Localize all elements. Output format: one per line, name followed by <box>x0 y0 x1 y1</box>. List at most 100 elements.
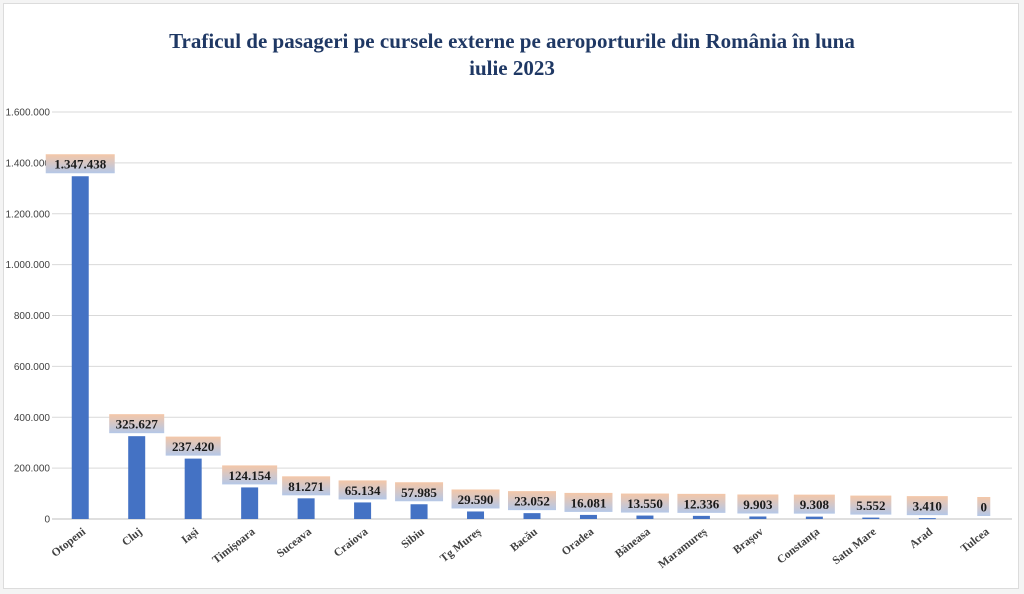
data-label: 23.052 <box>508 491 556 511</box>
bar-0 <box>71 176 89 519</box>
bar-3 <box>241 487 259 519</box>
bar-2 <box>184 458 202 519</box>
bar-10 <box>636 515 654 519</box>
data-label: 325.627 <box>109 414 165 434</box>
data-label-text: 13.550 <box>627 496 663 511</box>
data-label-text: 12.336 <box>684 496 720 511</box>
data-label: 1.347.438 <box>45 154 115 174</box>
data-label-background <box>620 493 669 513</box>
bar-14 <box>862 517 880 519</box>
data-label-background <box>338 480 387 500</box>
data-label: 3.410 <box>906 496 948 516</box>
chart-title: Traficul de pasageri pe cursele externe … <box>0 28 1024 82</box>
x-tick-label: Brașov <box>731 526 766 558</box>
bar-15 <box>918 518 936 520</box>
data-label-text: 65.134 <box>345 483 381 498</box>
data-label: 9.308 <box>793 494 835 514</box>
data-label-background <box>508 491 556 511</box>
x-tick-label: Craiova <box>332 526 371 560</box>
x-tick-label: Sibiu <box>399 526 427 552</box>
data-label-text: 237.420 <box>172 439 214 454</box>
data-label: 13.550 <box>620 493 669 513</box>
bar-7 <box>467 511 485 519</box>
data-labels: 1.347.438 325.627 237.420 124.154 81.271 65.1… <box>45 154 991 516</box>
data-label-background <box>395 482 444 502</box>
x-tick-label: Satu Mare <box>830 526 878 567</box>
y-tick-label: 1.200.000 <box>6 209 51 220</box>
y-tick-label: 600.000 <box>14 362 51 373</box>
data-label-background <box>165 436 221 456</box>
data-label-text: 3.410 <box>913 499 942 514</box>
bar-1 <box>128 436 146 519</box>
x-tick-label: Arad <box>908 526 936 552</box>
x-tick-label: Iași <box>180 525 203 547</box>
y-tick-label: 800.000 <box>14 311 51 322</box>
data-label: 9.903 <box>737 494 779 514</box>
data-label-text: 23.052 <box>514 494 550 509</box>
data-label-background <box>850 495 892 515</box>
y-tick-label: 1.000.000 <box>6 260 51 271</box>
data-label-text: 29.590 <box>458 492 494 507</box>
data-label-background <box>677 493 726 513</box>
x-tick-label: Cluj <box>120 526 145 549</box>
x-tick-label: Bacău <box>508 526 540 555</box>
chart-title-line-2: iulie 2023 <box>469 56 555 80</box>
y-tick-label: 1.400.000 <box>6 158 51 169</box>
data-label: 29.590 <box>451 489 500 509</box>
x-tick-label: Oradea <box>560 526 597 558</box>
data-label-text: 5.552 <box>856 498 885 513</box>
bar-8 <box>523 513 541 519</box>
x-tick-label: Suceava <box>275 526 314 560</box>
x-tick-label: Maramureș <box>656 526 710 572</box>
data-label: 0 <box>977 497 991 516</box>
data-label-background <box>282 476 331 496</box>
bar-11 <box>692 515 710 519</box>
data-label: 237.420 <box>165 436 221 456</box>
gridlines <box>52 111 1012 520</box>
data-label: 5.552 <box>850 495 892 515</box>
data-label: 124.154 <box>222 465 278 485</box>
x-tick-label: Otopeni <box>49 525 88 559</box>
x-tick-label: Tg Mureș <box>438 526 484 566</box>
data-label-background <box>451 489 500 509</box>
data-label-background <box>109 414 165 434</box>
bar-4 <box>297 498 315 519</box>
data-label-text: 9.308 <box>800 497 830 512</box>
data-label: 81.271 <box>282 476 331 496</box>
data-label: 65.134 <box>338 480 387 500</box>
data-label-text: 325.627 <box>116 417 159 432</box>
bar-5 <box>354 502 372 519</box>
x-tick-label: Constanța <box>775 526 823 567</box>
bar-13 <box>805 516 823 519</box>
bar-9 <box>579 514 597 519</box>
y-tick-label: 0 <box>44 515 50 526</box>
data-label-text: 9.903 <box>743 497 773 512</box>
y-axis-ticks: 0 200.000 400.000 600.000 800.000 1.000.000 1.… <box>6 108 51 526</box>
y-tick-label: 400.000 <box>14 413 51 424</box>
data-label: 16.081 <box>564 492 613 512</box>
data-label-background <box>222 465 278 485</box>
bar-6 <box>410 504 428 519</box>
data-label-text: 57.985 <box>401 485 437 500</box>
data-label-text: 16.081 <box>571 495 607 510</box>
data-label-background <box>45 154 115 174</box>
data-label-text: 81.271 <box>288 479 324 494</box>
data-label-text: 1.347.438 <box>54 157 107 172</box>
data-label-text: 0 <box>981 500 988 515</box>
chart-title-line-1: Traficul de pasageri pe cursele externe … <box>169 29 855 53</box>
x-axis-ticks: Otopeni Cluj Iași Timișoara Suceava Craiova Si… <box>49 525 991 571</box>
data-label: 57.985 <box>395 482 444 502</box>
y-tick-label: 1.600.000 <box>6 108 51 119</box>
data-label: 12.336 <box>677 493 726 513</box>
x-tick-label: Băneasa <box>613 526 653 561</box>
bars <box>71 176 936 520</box>
data-label-background <box>564 492 613 512</box>
x-tick-label: Tulcea <box>959 526 992 555</box>
bar-12 <box>749 516 767 519</box>
y-tick-label: 200.000 <box>14 464 51 475</box>
data-label-background <box>906 496 948 516</box>
data-label-text: 124.154 <box>229 468 272 483</box>
x-tick-label: Timișoara <box>210 526 258 567</box>
data-label-background <box>793 494 835 514</box>
data-label-background <box>977 497 991 516</box>
